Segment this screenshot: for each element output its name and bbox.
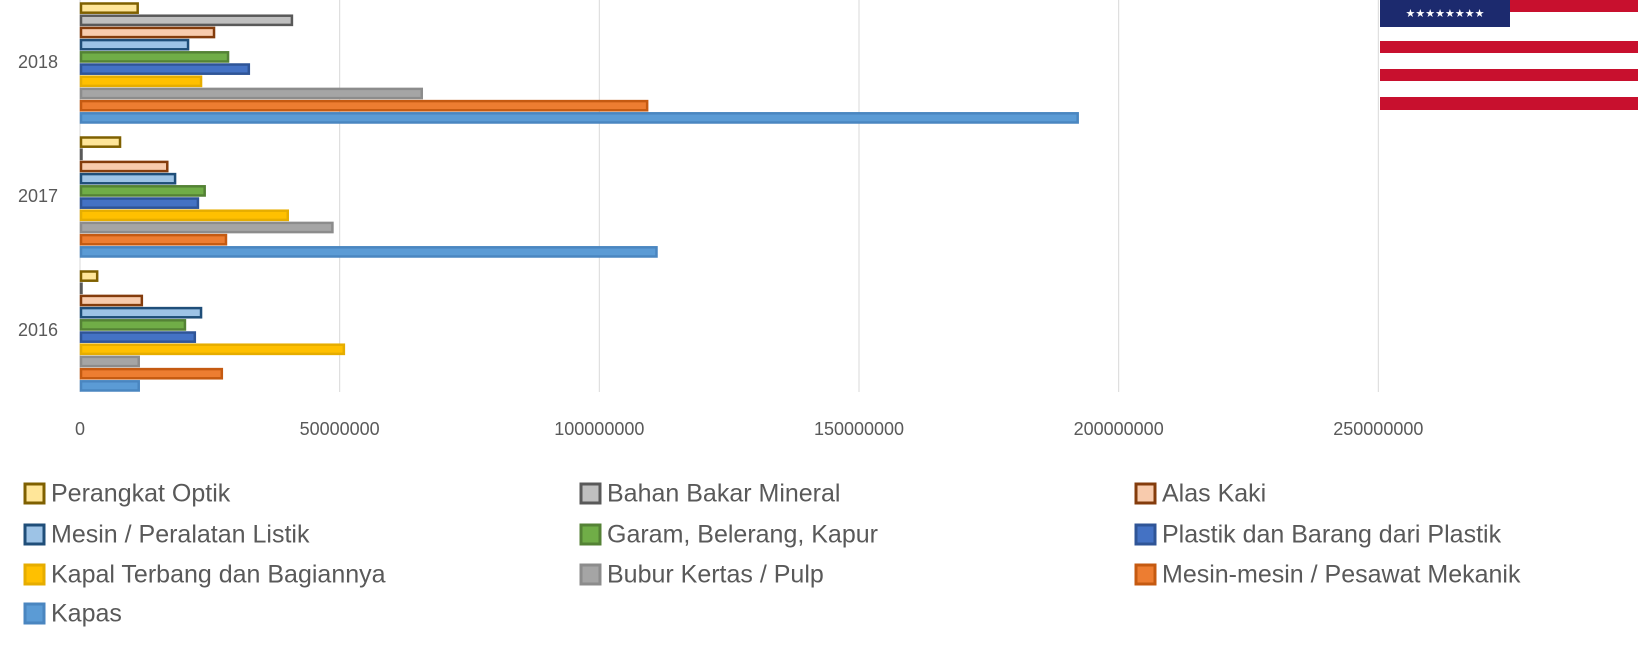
legend-label: Plastik dan Barang dari Plastik xyxy=(1162,521,1502,549)
bar xyxy=(79,160,169,173)
bar xyxy=(79,148,83,161)
bar xyxy=(79,306,203,319)
legend-swatch xyxy=(23,523,46,546)
legend-swatch xyxy=(23,602,46,625)
y-tick-label: 2017 xyxy=(18,186,58,206)
bar xyxy=(79,26,216,39)
svg-text:★★★★★★★★: ★★★★★★★★ xyxy=(1406,8,1485,20)
legend-label: Alas Kaki xyxy=(1162,480,1266,508)
bar xyxy=(79,233,228,246)
bar xyxy=(79,14,294,27)
legend-label: Bubur Kertas / Pulp xyxy=(607,561,824,589)
y-tick-label: 2016 xyxy=(18,320,58,340)
bar xyxy=(79,380,140,392)
bar xyxy=(79,38,190,51)
legend-swatch xyxy=(1134,523,1157,546)
bar xyxy=(79,63,251,75)
legend-swatch xyxy=(23,563,46,586)
bar xyxy=(79,87,424,100)
legend-label: Perangkat Optik xyxy=(51,480,231,508)
x-tick-label: 250000000 xyxy=(1333,419,1423,439)
bar xyxy=(79,270,99,282)
bar xyxy=(79,172,177,185)
bar xyxy=(79,185,206,197)
legend-swatch xyxy=(579,482,602,505)
legend-swatch xyxy=(23,482,46,505)
bar xyxy=(79,51,230,63)
bar xyxy=(79,197,200,209)
bar xyxy=(79,209,290,222)
bar xyxy=(79,221,334,234)
flag: ★★★★★★★★ xyxy=(1380,0,1638,110)
bar xyxy=(79,282,83,295)
bar xyxy=(79,367,224,380)
x-tick-label: 0 xyxy=(75,419,85,439)
legend-swatch xyxy=(579,563,602,586)
legend-label: Mesin-mesin / Pesawat Mekanik xyxy=(1162,561,1521,589)
legend-label: Kapas xyxy=(51,600,122,628)
x-tick-label: 150000000 xyxy=(814,419,904,439)
bar xyxy=(79,319,187,331)
bar xyxy=(79,75,203,88)
bar xyxy=(79,331,197,343)
legend-swatch xyxy=(1134,563,1157,586)
legend-label: Mesin / Peralatan Listik xyxy=(51,521,310,549)
legend-swatch xyxy=(579,523,602,546)
legend-label: Garam, Belerang, Kapur xyxy=(607,521,878,549)
bar xyxy=(79,2,139,14)
legend-label: Bahan Bakar Mineral xyxy=(607,480,840,508)
plot: 0 50000000 100000000 150000000 200000000 2500… xyxy=(18,0,1521,628)
legend-label: Kapal Terbang dan Bagiannya xyxy=(51,561,386,589)
x-tick-label: 50000000 xyxy=(300,419,380,439)
bar xyxy=(79,355,140,368)
bar xyxy=(79,99,649,112)
bar xyxy=(79,246,658,258)
x-tick-label: 100000000 xyxy=(554,419,644,439)
x-tick-label: 200000000 xyxy=(1074,419,1164,439)
legend-swatch xyxy=(1134,482,1157,505)
bar xyxy=(79,136,122,148)
bar xyxy=(79,343,346,356)
bar xyxy=(79,112,1079,124)
y-tick-label: 2018 xyxy=(18,52,58,72)
bar xyxy=(79,294,144,307)
